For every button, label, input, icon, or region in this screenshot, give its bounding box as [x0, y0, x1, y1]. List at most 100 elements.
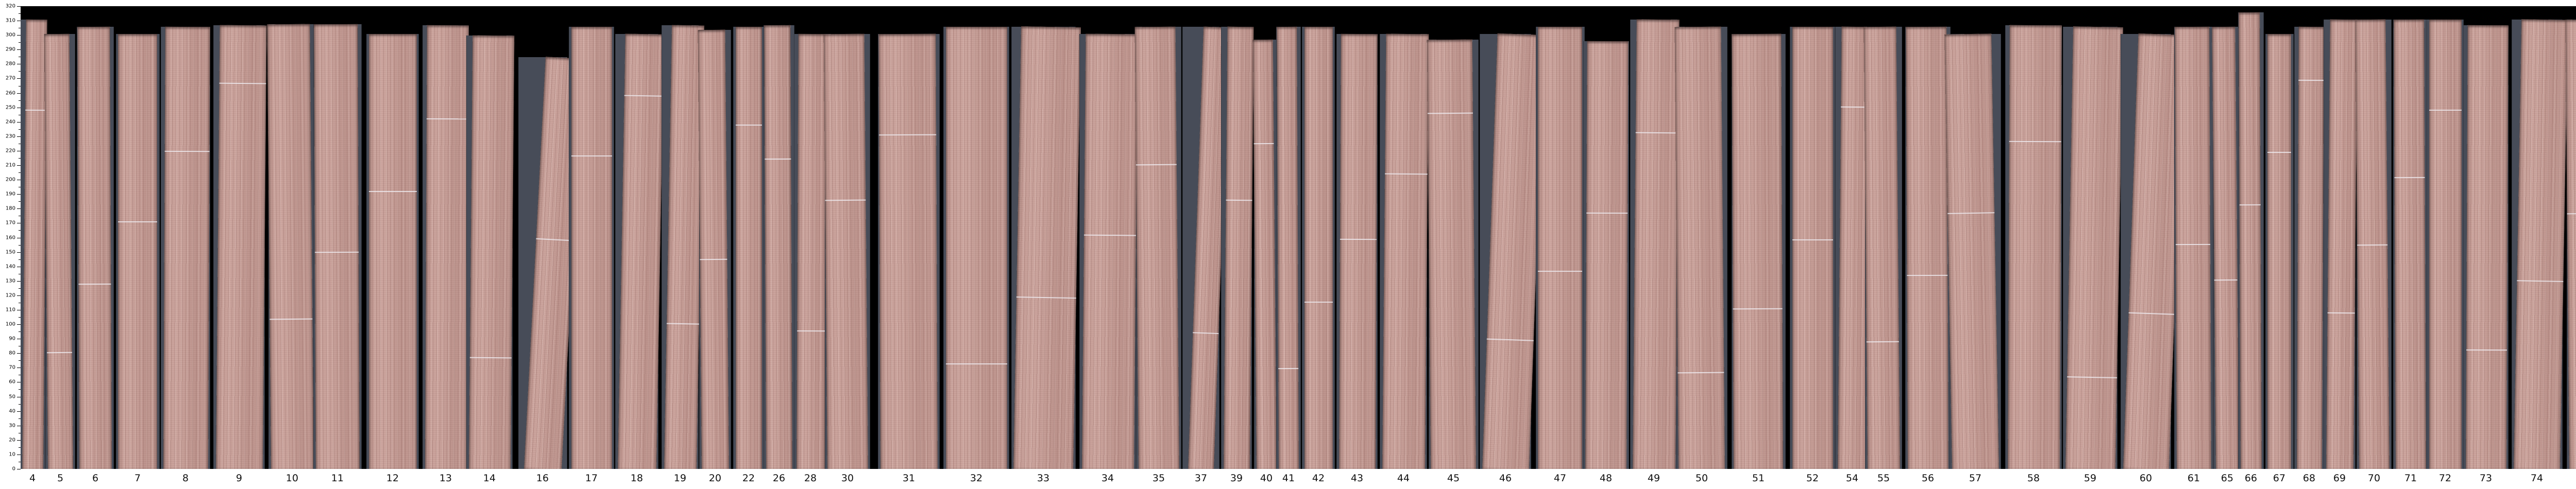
book-plank [118, 34, 157, 469]
x-tick-label: 17 [585, 473, 598, 484]
book-plank [215, 25, 267, 469]
y-tick-label: 120 [5, 292, 15, 299]
x-tick-label: 20 [708, 473, 722, 484]
y-tick-label: 200 [5, 177, 15, 183]
x-tick-label: 6 [92, 473, 99, 484]
wood-seam-line [469, 357, 512, 358]
x-tick-label: 44 [1397, 473, 1410, 484]
y-tick-label: 100 [5, 321, 15, 327]
y-tick-label: 30 [9, 423, 15, 429]
book-plank [2267, 34, 2291, 469]
book-plank [796, 34, 827, 469]
x-tick-label: 65 [2221, 473, 2234, 484]
book-slot [266, 24, 316, 469]
x-tick-label: 12 [386, 473, 399, 484]
y-tick-label: 320 [5, 3, 15, 9]
x-tick-label: 26 [772, 473, 786, 484]
book-plank [945, 27, 1007, 469]
book-slot [2121, 33, 2184, 469]
x-tick-label: 49 [1647, 473, 1660, 484]
book-plank [571, 27, 612, 469]
x-tick-label: 61 [2187, 473, 2200, 484]
x-tick-label: 5 [57, 473, 64, 484]
book-plank [1792, 27, 1833, 469]
wood-seam-line [2327, 312, 2355, 314]
book-slot [1276, 27, 1301, 469]
x-tick-label: 11 [331, 473, 344, 484]
y-tick-label: 280 [5, 61, 15, 67]
book-slot [2294, 27, 2324, 469]
book-plank [1905, 26, 1948, 469]
x-tick-label: 47 [1553, 473, 1567, 484]
book-slot [2565, 19, 2576, 469]
wood-seam-line [1304, 301, 1333, 303]
y-tick-label: 0 [12, 466, 15, 472]
book-slot [1480, 33, 1545, 469]
wood-seam-line [945, 363, 1007, 365]
book-plank [698, 29, 729, 469]
y-major-tick [17, 252, 21, 253]
x-tick-label: 68 [2302, 473, 2316, 484]
y-minor-tick [19, 13, 21, 14]
book-slot [1944, 33, 2001, 469]
y-minor-tick [19, 42, 21, 43]
x-tick-label: 10 [285, 473, 299, 484]
y-minor-tick [19, 201, 21, 202]
book-slot [1731, 33, 1786, 469]
book-plank [2326, 19, 2358, 469]
book-slot [569, 27, 614, 469]
x-tick-label: 43 [1350, 473, 1364, 484]
y-tick-label: 70 [9, 364, 15, 371]
y-minor-tick [19, 172, 21, 173]
wood-seam-line [1733, 308, 1783, 310]
book-slot [794, 34, 827, 469]
book-slot [2427, 20, 2464, 469]
book-slot [44, 34, 75, 469]
wood-seam-line [1226, 199, 1252, 201]
x-tick-label: 67 [2273, 473, 2286, 484]
book-plank [1944, 33, 1999, 469]
wood-seam-line [2066, 376, 2117, 379]
plot-area [21, 6, 2576, 469]
y-tick-label: 290 [5, 46, 15, 53]
wood-seam-line [2128, 312, 2175, 315]
book-plank [1538, 27, 1582, 469]
wood-seam-line [2466, 350, 2507, 351]
book-plank [764, 25, 792, 469]
y-major-tick [17, 194, 21, 195]
book-slot [823, 33, 870, 469]
book-slot [1336, 34, 1378, 469]
y-minor-tick [19, 447, 21, 448]
book-plank [2211, 26, 2239, 469]
y-tick-label: 140 [5, 264, 15, 270]
book-plank [2007, 25, 2062, 469]
book-plank [2296, 27, 2324, 469]
book-plank [1338, 34, 1378, 469]
wood-seam-line [25, 109, 46, 111]
wood-seam-line [764, 159, 791, 160]
x-tick-label: 16 [536, 473, 549, 484]
book-plank [2565, 19, 2576, 469]
book-slot [764, 25, 794, 469]
y-tick-label: 220 [5, 148, 15, 154]
book-plank [313, 24, 360, 469]
x-tick-label: 22 [742, 473, 755, 484]
book-slot [1079, 33, 1138, 469]
y-major-tick [17, 49, 21, 50]
book-plank [1674, 26, 1725, 469]
x-tick-label: 8 [182, 473, 189, 484]
x-tick-label: 7 [134, 473, 141, 484]
book-slot [466, 35, 514, 469]
y-minor-tick [19, 418, 21, 419]
y-minor-tick [19, 244, 21, 246]
book-slot [878, 33, 940, 469]
book-plank [1863, 26, 1900, 469]
x-tick-label: 4 [29, 473, 36, 484]
y-tick-label: 300 [5, 32, 15, 38]
y-major-tick [17, 295, 21, 296]
y-tick-label: 110 [5, 307, 15, 313]
x-tick-label: 73 [2479, 473, 2493, 484]
book-plank [2465, 25, 2509, 469]
wood-seam-line [219, 83, 266, 85]
